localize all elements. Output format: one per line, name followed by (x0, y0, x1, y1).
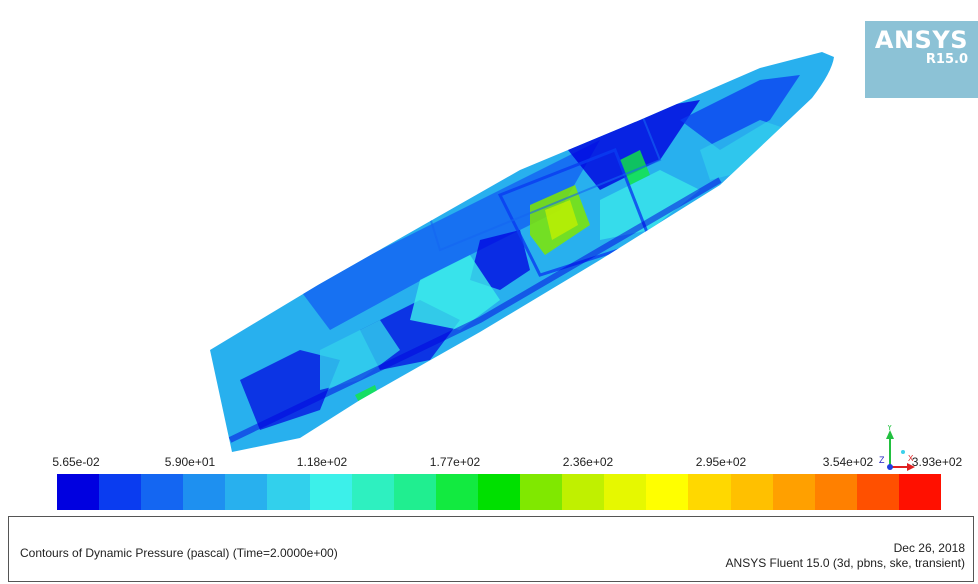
ansys-logo: ANSYS R15.0 (865, 21, 978, 98)
graphics-viewport[interactable]: ANSYS R15.0 5.65e-02 5.90e+01 1.18e+02 1… (0, 0, 978, 510)
axis-x-label: X (908, 454, 914, 463)
colorbar-band (183, 474, 226, 510)
colorbar-band (520, 474, 563, 510)
colorbar-tick-label: 3.93e+02 (911, 455, 963, 469)
colorbar-tick-label: 5.65e-02 (52, 455, 100, 469)
colorbar-band (99, 474, 142, 510)
colorbar-tick-label: 2.36e+02 (562, 455, 614, 469)
colorbar-tick-label: 1.77e+02 (429, 455, 481, 469)
hull-contour-plot[interactable] (0, 0, 978, 460)
colorbar-band (730, 474, 773, 510)
axis-z-label: Z (879, 455, 885, 465)
colorbar-band (141, 474, 184, 510)
colorbar-band (688, 474, 731, 510)
colorbar-band (477, 474, 521, 510)
plot-caption: Contours of Dynamic Pressure (pascal) (T… (20, 546, 338, 560)
colorbar-band (562, 474, 605, 510)
colorbar (57, 474, 941, 510)
colorbar-band (393, 474, 436, 510)
colorbar-tick-label: 2.95e+02 (695, 455, 747, 469)
solver-info: ANSYS Fluent 15.0 (3d, pbns, ske, transi… (725, 556, 965, 570)
colorbar-band (604, 474, 647, 510)
colorbar-band (351, 474, 394, 510)
colorbar-tick-label: 3.54e+02 (822, 455, 874, 469)
colorbar-band (225, 474, 268, 510)
colorbar-band (435, 474, 478, 510)
logo-version: R15.0 (925, 52, 968, 67)
caption-panel: Contours of Dynamic Pressure (pascal) (T… (8, 516, 974, 582)
colorbar-tick-label: 1.18e+02 (296, 455, 348, 469)
axis-y-label: Y (887, 425, 893, 432)
colorbar-band (898, 474, 941, 510)
plot-date: Dec 26, 2018 (893, 541, 965, 555)
logo-word: ANSYS (874, 26, 968, 54)
colorbar-band (856, 474, 899, 510)
axis-triad: Y X Z (879, 425, 915, 471)
colorbar-tick-label: 5.90e+01 (164, 455, 216, 469)
colorbar-band (646, 474, 689, 510)
colorbar-band (57, 474, 100, 510)
colorbar-band (772, 474, 815, 510)
colorbar-band (267, 474, 310, 510)
colorbar-band (814, 474, 857, 510)
colorbar-band (309, 474, 352, 510)
hull-surface (210, 52, 834, 452)
